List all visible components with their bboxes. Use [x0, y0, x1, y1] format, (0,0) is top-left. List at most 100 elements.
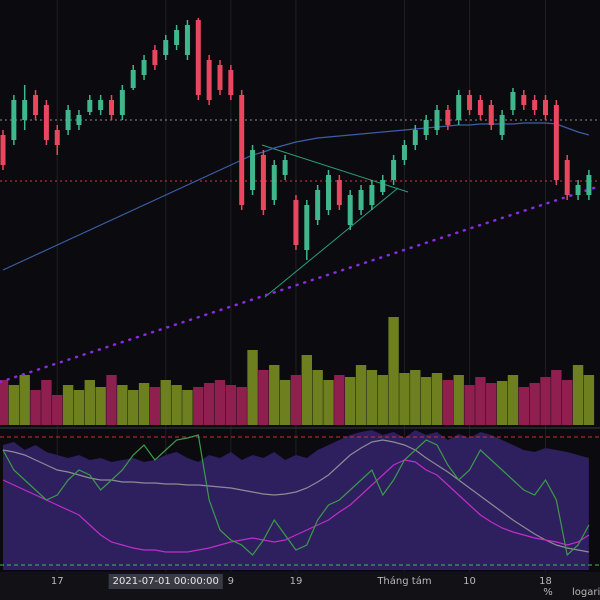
candle-body — [423, 120, 429, 135]
volume-bar — [247, 350, 258, 425]
volume-bar — [410, 370, 421, 425]
volume-bar — [323, 380, 334, 425]
x-axis: 17 2021-07-01 00:00:00 9 19 Tháng tám 10 18 — [51, 574, 552, 589]
candle-body — [456, 95, 462, 120]
volume-bar — [399, 373, 410, 425]
volume-bar — [128, 390, 139, 425]
candle-body — [163, 40, 169, 55]
log-toggle[interactable]: logari — [572, 587, 600, 598]
candle-body — [293, 200, 299, 245]
candle-body — [239, 95, 245, 205]
volume-bar — [269, 365, 280, 425]
volume-bar — [52, 395, 63, 425]
candle-body — [260, 155, 266, 210]
volume-bar — [355, 365, 367, 425]
volume-bar — [540, 377, 551, 425]
candle-body — [369, 185, 375, 205]
candle-body — [304, 205, 310, 250]
volume-bar — [160, 380, 171, 425]
volume-bar — [236, 387, 247, 425]
volume-bar — [496, 381, 508, 425]
candle-body — [510, 92, 516, 110]
volume-bar — [41, 380, 52, 425]
volume-bar — [529, 383, 540, 425]
candle-body — [76, 115, 82, 125]
volume-bar — [431, 373, 443, 425]
volume-bar — [117, 385, 128, 425]
volume-bar — [312, 370, 323, 425]
candle-body — [54, 130, 60, 145]
x-tick-label: 18 — [539, 576, 552, 587]
candle-body — [521, 95, 527, 105]
volume-bar — [551, 370, 562, 425]
candle-body — [130, 70, 136, 88]
candle-body — [391, 160, 397, 180]
candle-body — [0, 135, 6, 165]
candle-body — [445, 110, 451, 125]
candle-body — [434, 110, 440, 130]
volume-bar — [388, 317, 399, 425]
volume-bar — [334, 375, 345, 425]
candle-body — [119, 90, 125, 115]
volume-bar — [486, 383, 497, 425]
candle-body — [250, 150, 256, 190]
volume-bar — [0, 380, 9, 425]
candle-body — [315, 190, 321, 220]
candle-body — [43, 105, 49, 140]
candle-body — [11, 100, 17, 140]
x-tick-label: 17 — [51, 576, 64, 587]
candle-body — [228, 70, 234, 95]
candle-body — [217, 65, 223, 90]
candle-body — [195, 20, 201, 95]
triangle-line — [264, 187, 399, 298]
x-tick-label: 2021-07-01 00:00:00 — [113, 576, 219, 587]
candle-body — [564, 160, 570, 195]
volume-bar — [62, 385, 74, 425]
x-axis-band — [0, 572, 600, 600]
volume-bar — [572, 365, 584, 425]
volume-bar — [366, 370, 378, 425]
volume-bar — [106, 375, 117, 425]
candle-body — [358, 190, 364, 210]
candle-body — [152, 50, 158, 65]
candle-body — [586, 175, 592, 195]
volume-bar — [149, 387, 161, 425]
x-tick-label: 10 — [463, 576, 476, 587]
candle-body — [488, 105, 494, 125]
candle-body — [109, 100, 114, 115]
candle-body — [326, 175, 331, 210]
x-tick-label: Tháng tám — [376, 575, 431, 587]
volume-bar — [214, 380, 226, 425]
candle-body — [33, 95, 39, 115]
volume-bar — [301, 355, 312, 425]
volume-bar — [562, 380, 573, 425]
candle-body — [206, 60, 212, 100]
volume-bar — [345, 377, 356, 425]
volume-bar — [19, 375, 30, 425]
volume-bar — [583, 375, 595, 425]
candle-body — [174, 30, 180, 45]
x-tick-label: 19 — [290, 576, 303, 587]
volume-bar — [453, 375, 464, 425]
volume-bar — [518, 387, 529, 425]
volume-bar — [203, 383, 215, 425]
percent-toggle[interactable]: % — [543, 587, 553, 598]
candle-body — [282, 160, 288, 175]
oscillator-line — [2, 434, 590, 557]
candle-body — [499, 115, 505, 135]
volume-bar — [30, 390, 41, 425]
candle-body — [467, 95, 473, 110]
volume-bar — [193, 387, 204, 425]
volume-bar — [442, 380, 454, 425]
volume-bar — [464, 385, 475, 425]
candle-body — [65, 110, 71, 130]
volume-bar — [84, 380, 95, 425]
volume-bar — [290, 375, 302, 425]
trend-line — [0, 184, 600, 384]
candle-body — [532, 100, 538, 110]
volume-bar — [377, 375, 388, 425]
candle-body — [553, 105, 559, 180]
candle-body — [336, 180, 342, 205]
volume-panel — [0, 317, 595, 425]
